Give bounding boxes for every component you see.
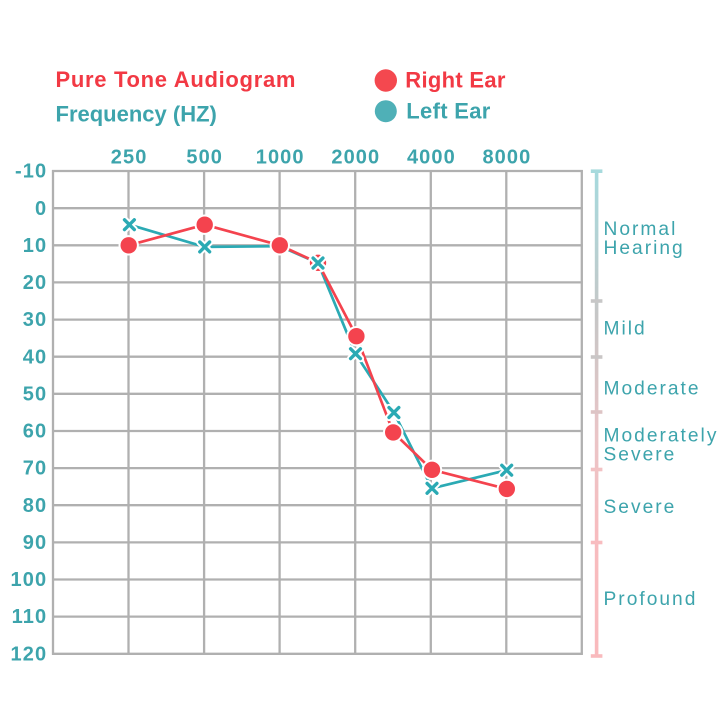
svg-text:Profound: Profound <box>604 589 698 610</box>
svg-text:80: 80 <box>23 495 47 517</box>
svg-text:250: 250 <box>111 147 148 169</box>
svg-text:2000: 2000 <box>331 147 380 169</box>
svg-text:-10: -10 <box>15 161 47 183</box>
svg-text:500: 500 <box>186 147 223 169</box>
svg-text:0: 0 <box>35 198 47 220</box>
svg-text:Severe: Severe <box>604 445 677 466</box>
svg-text:10: 10 <box>23 235 47 257</box>
svg-text:Moderately: Moderately <box>604 425 719 446</box>
svg-text:Right Ear: Right Ear <box>405 68 506 93</box>
svg-text:100: 100 <box>11 569 48 591</box>
svg-text:Severe: Severe <box>604 497 677 518</box>
svg-text:110: 110 <box>12 606 48 628</box>
svg-text:Frequency (HZ): Frequency (HZ) <box>56 102 217 127</box>
svg-text:1000: 1000 <box>256 147 305 169</box>
svg-text:30: 30 <box>23 309 47 331</box>
svg-text:Hearing: Hearing <box>604 238 685 259</box>
svg-text:120: 120 <box>11 643 48 665</box>
svg-text:20: 20 <box>23 272 47 294</box>
svg-text:Normal: Normal <box>604 219 678 240</box>
svg-text:Pure Tone Audiogram: Pure Tone Audiogram <box>56 67 297 92</box>
svg-text:Mild: Mild <box>604 318 647 339</box>
svg-text:60: 60 <box>23 421 47 443</box>
svg-text:Moderate: Moderate <box>604 378 701 399</box>
svg-text:Left Ear: Left Ear <box>406 99 490 124</box>
svg-text:90: 90 <box>23 532 47 554</box>
svg-text:8000: 8000 <box>482 147 531 169</box>
svg-text:40: 40 <box>23 346 47 368</box>
svg-text:50: 50 <box>23 383 47 405</box>
svg-text:4000: 4000 <box>407 147 456 169</box>
svg-text:70: 70 <box>23 458 47 480</box>
